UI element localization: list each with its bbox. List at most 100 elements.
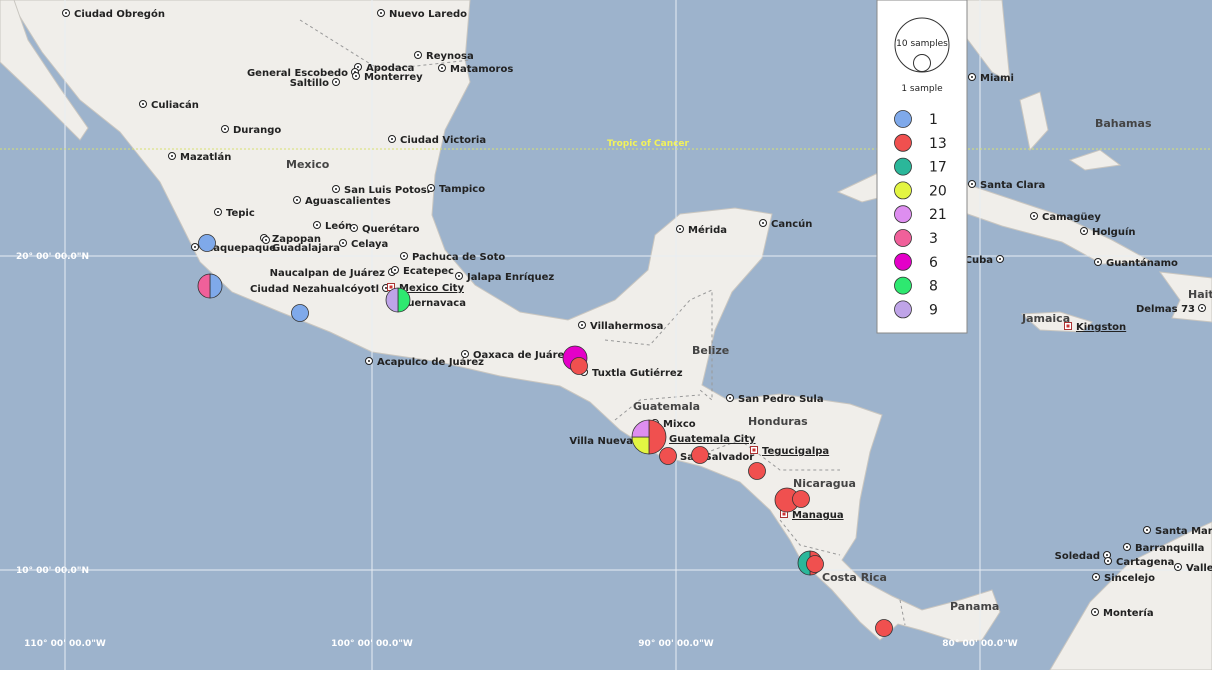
city-symbol xyxy=(355,75,357,77)
country-label: Costa Rica xyxy=(822,571,887,584)
place-label: León xyxy=(325,220,352,232)
place-label: Sincelejo xyxy=(1104,573,1155,584)
city-symbol xyxy=(342,242,344,244)
city-symbol xyxy=(217,211,219,213)
city-symbol xyxy=(65,12,67,14)
legend-label: 20 xyxy=(929,183,947,199)
place-label: Tepic xyxy=(226,208,255,219)
pie-marker xyxy=(806,555,824,573)
pie-slice xyxy=(198,234,216,252)
place-label: Kingston xyxy=(1076,322,1126,333)
city-symbol xyxy=(971,76,973,78)
pie-slice xyxy=(797,550,811,576)
pie-slice xyxy=(659,447,677,465)
legend-swatch xyxy=(894,133,912,152)
place-label: General Escobedo xyxy=(247,68,348,79)
pie-slice xyxy=(209,273,223,299)
place-label: Villahermosa xyxy=(590,321,663,332)
place-label: Naucalpan de Juárez xyxy=(270,267,386,279)
pie-marker xyxy=(659,447,677,465)
legend-label: 21 xyxy=(929,207,947,223)
legend-label: 17 xyxy=(929,160,947,176)
country-label: Guatemala xyxy=(633,400,700,413)
city-symbol xyxy=(335,81,337,83)
pie-slice xyxy=(792,490,810,508)
place-label: Barranquilla xyxy=(1135,543,1204,554)
legend-box xyxy=(876,0,968,334)
place-label: Ciudad Nezahualcóyotl xyxy=(250,283,379,295)
pie-marker xyxy=(570,357,588,375)
city-symbol xyxy=(380,12,382,14)
city-symbol xyxy=(1146,529,1148,531)
city-symbol xyxy=(1201,307,1203,309)
place-label: Ecatepec xyxy=(403,266,454,277)
city-symbol xyxy=(296,199,298,201)
pie-slice xyxy=(197,273,211,299)
tropic-label: Tropic of Cancer xyxy=(607,139,690,149)
legend-size-small xyxy=(913,54,931,72)
city-symbol xyxy=(353,227,355,229)
city-symbol xyxy=(224,128,226,130)
pie-slice xyxy=(691,446,709,464)
legend-size-small-label: 1 sample xyxy=(901,84,943,94)
city-symbol xyxy=(581,324,583,326)
place-label: San Luis Potosí xyxy=(344,184,431,196)
legend-label: 6 xyxy=(929,255,938,271)
pie-marker xyxy=(385,287,411,313)
longitude-label: 90° 00' 00.0"W xyxy=(638,639,713,649)
city-symbol xyxy=(729,397,731,399)
place-label: Jalapa Enríquez xyxy=(466,271,554,283)
place-label: Durango xyxy=(233,125,281,136)
place-label: San Salvador xyxy=(680,452,754,463)
place-label: Villa Nueva xyxy=(569,436,633,447)
place-label: Apodaca xyxy=(366,63,414,74)
city-symbol xyxy=(762,222,764,224)
borders xyxy=(299,19,906,626)
pie-marker xyxy=(631,419,667,455)
city-symbol xyxy=(394,269,396,271)
legend-swatch xyxy=(894,181,912,200)
country-label: Nicaragua xyxy=(793,477,856,490)
place-label: Tlaquepaque xyxy=(203,243,276,254)
place-label: Guatemala City xyxy=(669,434,756,445)
pie-marker xyxy=(291,304,309,322)
pie-slice xyxy=(875,619,893,637)
city-symbol xyxy=(458,275,460,277)
city-symbol xyxy=(417,54,419,56)
pie-slice xyxy=(385,287,399,313)
city-symbol xyxy=(403,255,405,257)
place-label: Mexico City xyxy=(399,283,464,294)
city-symbol xyxy=(391,138,393,140)
place-label: Delmas 73 xyxy=(1136,304,1195,315)
place-label: Santa Marta xyxy=(1155,526,1212,537)
longitude-label: 100° 00' 00.0"W xyxy=(331,639,413,649)
latitude-label: 20° 00' 00.0"N xyxy=(16,252,89,262)
pie-marker xyxy=(748,462,766,480)
city-symbol xyxy=(385,287,387,289)
capital-symbol xyxy=(752,448,756,452)
city-symbol xyxy=(357,66,359,68)
capital-symbol xyxy=(782,512,786,516)
pie-marker xyxy=(197,273,223,299)
city-symbol xyxy=(368,360,370,362)
pie-marker xyxy=(792,490,810,508)
city-symbol xyxy=(1094,611,1096,613)
place-label: Monterrey xyxy=(364,72,423,83)
country-label: Honduras xyxy=(748,415,808,428)
city-symbol xyxy=(441,67,443,69)
pie-slice xyxy=(397,287,411,313)
place-label: Cartagena xyxy=(1116,557,1174,568)
city-symbol xyxy=(171,155,173,157)
city-symbol xyxy=(1126,546,1128,548)
country-label: Belize xyxy=(692,344,729,357)
place-label: Mérida xyxy=(688,224,727,236)
place-label: Camagüey xyxy=(1042,212,1101,223)
city-symbol xyxy=(335,188,337,190)
city-symbol xyxy=(464,353,466,355)
place-label: Tampico xyxy=(439,184,485,195)
legend-swatch xyxy=(894,229,912,247)
pie-marker xyxy=(691,446,709,464)
legend-label: 1 xyxy=(929,112,938,128)
place-label: Acapulco de Juárez xyxy=(377,356,484,368)
place-label: Nuevo Laredo xyxy=(389,9,467,20)
